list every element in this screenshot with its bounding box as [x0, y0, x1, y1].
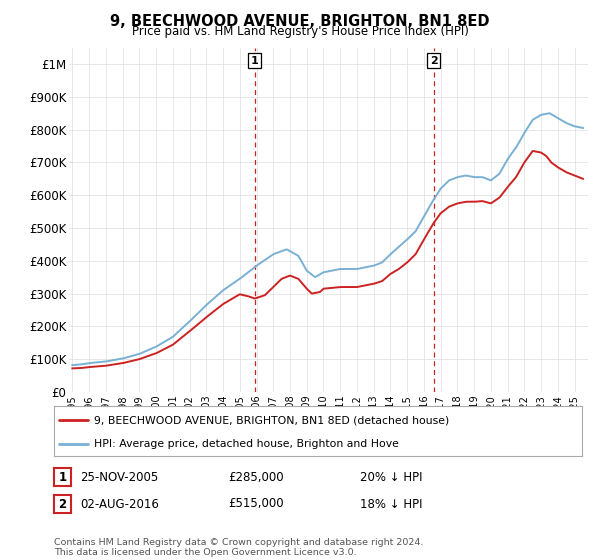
Text: 25-NOV-2005: 25-NOV-2005	[80, 470, 158, 484]
Text: 9, BEECHWOOD AVENUE, BRIGHTON, BN1 8ED (detached house): 9, BEECHWOOD AVENUE, BRIGHTON, BN1 8ED (…	[94, 415, 449, 425]
Text: HPI: Average price, detached house, Brighton and Hove: HPI: Average price, detached house, Brig…	[94, 439, 398, 449]
Text: 18% ↓ HPI: 18% ↓ HPI	[360, 497, 422, 511]
Text: 9, BEECHWOOD AVENUE, BRIGHTON, BN1 8ED: 9, BEECHWOOD AVENUE, BRIGHTON, BN1 8ED	[110, 14, 490, 29]
Text: 02-AUG-2016: 02-AUG-2016	[80, 497, 158, 511]
Text: £285,000: £285,000	[228, 470, 284, 484]
Text: 20% ↓ HPI: 20% ↓ HPI	[360, 470, 422, 484]
Text: £515,000: £515,000	[228, 497, 284, 511]
Text: 1: 1	[58, 470, 67, 484]
Text: 1: 1	[251, 56, 259, 66]
Text: 2: 2	[58, 497, 67, 511]
Text: 2: 2	[430, 56, 437, 66]
Text: Price paid vs. HM Land Registry's House Price Index (HPI): Price paid vs. HM Land Registry's House …	[131, 25, 469, 38]
Text: Contains HM Land Registry data © Crown copyright and database right 2024.
This d: Contains HM Land Registry data © Crown c…	[54, 538, 424, 557]
